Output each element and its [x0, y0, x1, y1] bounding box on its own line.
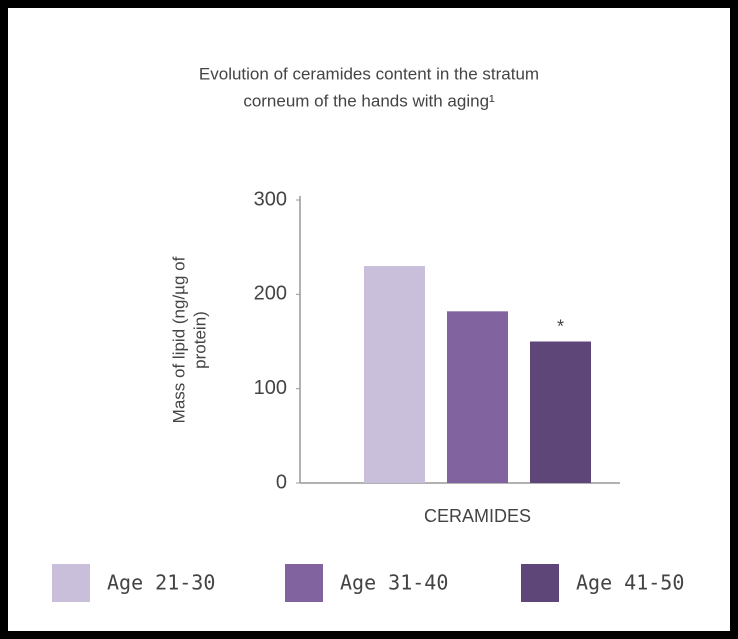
- annotation: *: [557, 316, 564, 336]
- y-tick-label: 200: [254, 283, 287, 305]
- y-axis-label: protein): [190, 311, 209, 369]
- legend-swatch: [52, 564, 90, 602]
- legend-label: Age 31-40: [340, 571, 448, 595]
- bar: [364, 266, 425, 483]
- x-tick-label: CERAMIDES: [424, 506, 531, 526]
- y-tick-label: 0: [276, 471, 287, 493]
- legend-label: Age 21-30: [107, 571, 215, 595]
- legend-swatch: [521, 564, 559, 602]
- chart-title: Evolution of ceramides content in the st…: [199, 64, 539, 83]
- y-tick-label: 300: [254, 188, 287, 210]
- legend-swatch: [285, 564, 323, 602]
- y-tick-label: 100: [254, 377, 287, 399]
- bar: [530, 341, 591, 483]
- chart-title: corneum of the hands with aging¹: [243, 91, 495, 110]
- legend-label: Age 41-50: [576, 571, 684, 595]
- bar: [447, 311, 508, 483]
- y-axis-label: Mass of lipid (ng/µg of: [169, 256, 188, 423]
